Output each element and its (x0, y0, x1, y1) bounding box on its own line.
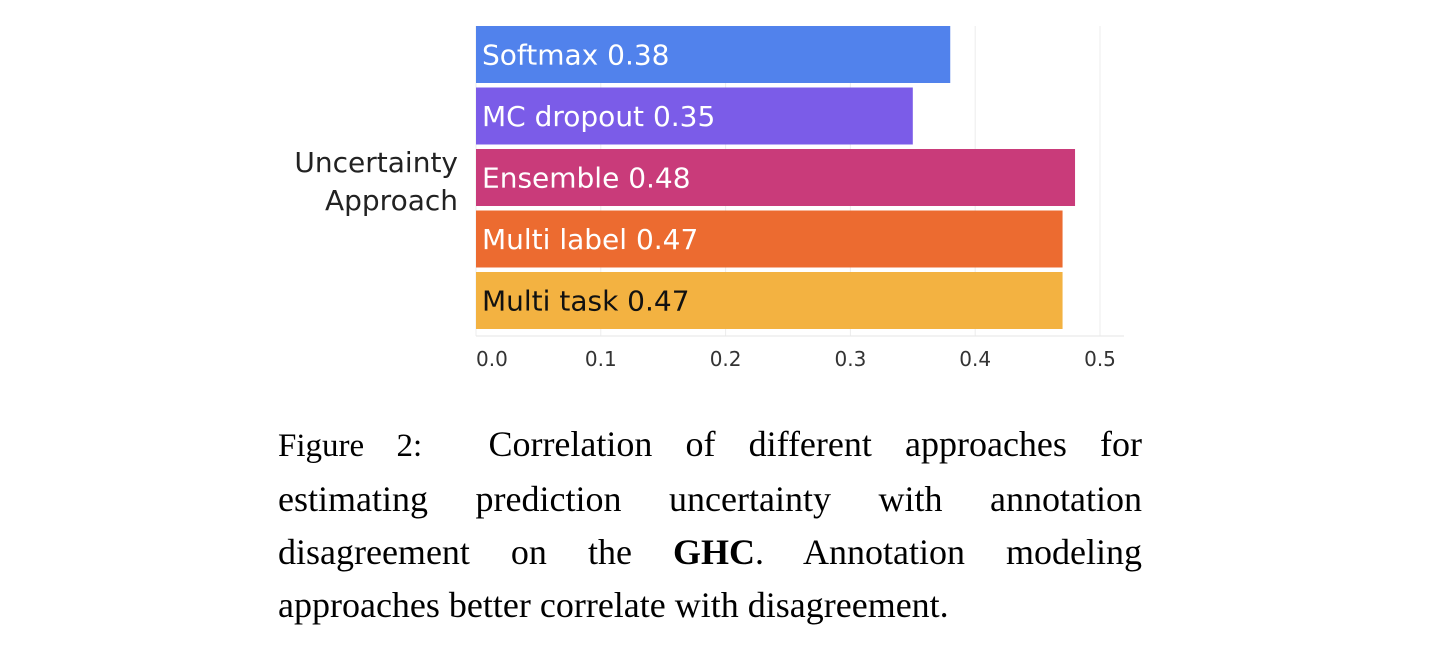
figure-caption: Figure 2: Correlation of different appro… (278, 418, 1142, 632)
figure-label: Figure 2: (278, 428, 423, 464)
x-tick-label: 0.5 (1084, 347, 1116, 371)
bar-data-label: Softmax 0.38 (482, 39, 670, 72)
caption-line-2: estimating prediction uncertainty with a… (278, 479, 1142, 519)
y-axis-label-line-1: Uncertainty (294, 146, 458, 179)
bar (476, 87, 913, 145)
caption-line-1: Correlation of different approaches for (488, 424, 1143, 464)
x-tick-label: 0.3 (834, 347, 866, 371)
bar-data-label: Multi task 0.47 (482, 285, 690, 318)
caption-line-3a: disagreement on the (278, 532, 632, 572)
bar-chart: Uncertainty Approach Softmax 0.38 MC drop… (294, 26, 1124, 371)
x-tick-label: 0.2 (710, 347, 742, 371)
caption-line-3b: . Annotation modeling (754, 532, 1143, 572)
bar (476, 210, 1063, 268)
bar (476, 149, 1076, 206)
caption-line-4: approaches better correlate with disagre… (278, 585, 949, 625)
bar-data-label: MC dropout 0.35 (482, 100, 715, 133)
bar (476, 272, 1063, 329)
bar (476, 26, 951, 83)
caption-emphasis-ghc: GHC (672, 532, 755, 572)
x-tick-label: 0.1 (585, 347, 617, 371)
y-axis-label-line-2: Approach (325, 184, 458, 217)
bars: Softmax 0.38 MC dropout 0.35 Ensemble 0.48… (476, 26, 1076, 329)
x-tick-labels: 0.0 0.1 0.2 0.3 0.4 0.5 (476, 347, 1116, 371)
bar-data-label: Ensemble 0.48 (482, 162, 691, 195)
x-tick-label: 0.4 (959, 347, 991, 371)
bar-data-label: Multi label 0.47 (482, 223, 698, 256)
x-tick-label: 0.0 (476, 347, 508, 371)
